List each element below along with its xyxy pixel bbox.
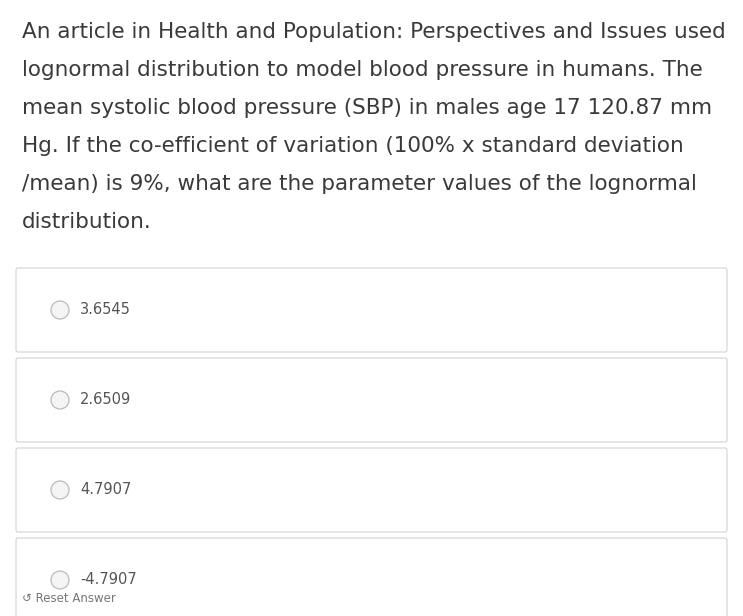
Text: /mean) is 9%, what are the parameter values of the lognormal: /mean) is 9%, what are the parameter val… xyxy=(22,174,697,194)
Text: distribution.: distribution. xyxy=(22,212,152,232)
Circle shape xyxy=(51,481,69,499)
Text: 3.6545: 3.6545 xyxy=(80,302,131,317)
Text: Hg. If the co-efficient of variation (100% x standard deviation: Hg. If the co-efficient of variation (10… xyxy=(22,136,684,156)
Text: 4.7907: 4.7907 xyxy=(80,482,132,498)
FancyBboxPatch shape xyxy=(16,268,727,352)
Text: lognormal distribution to model blood pressure in humans. The: lognormal distribution to model blood pr… xyxy=(22,60,703,80)
Circle shape xyxy=(51,391,69,409)
Circle shape xyxy=(51,301,69,319)
Text: mean systolic blood pressure (SBP) in males age 17 120.87 mm: mean systolic blood pressure (SBP) in ma… xyxy=(22,98,712,118)
FancyBboxPatch shape xyxy=(16,538,727,616)
Text: An article in Health and Population: Perspectives and Issues used: An article in Health and Population: Per… xyxy=(22,22,726,42)
Circle shape xyxy=(51,571,69,589)
Text: -4.7907: -4.7907 xyxy=(80,572,137,588)
FancyBboxPatch shape xyxy=(16,358,727,442)
FancyBboxPatch shape xyxy=(16,448,727,532)
Text: ↺ Reset Answer: ↺ Reset Answer xyxy=(22,591,116,604)
Text: 2.6509: 2.6509 xyxy=(80,392,132,408)
